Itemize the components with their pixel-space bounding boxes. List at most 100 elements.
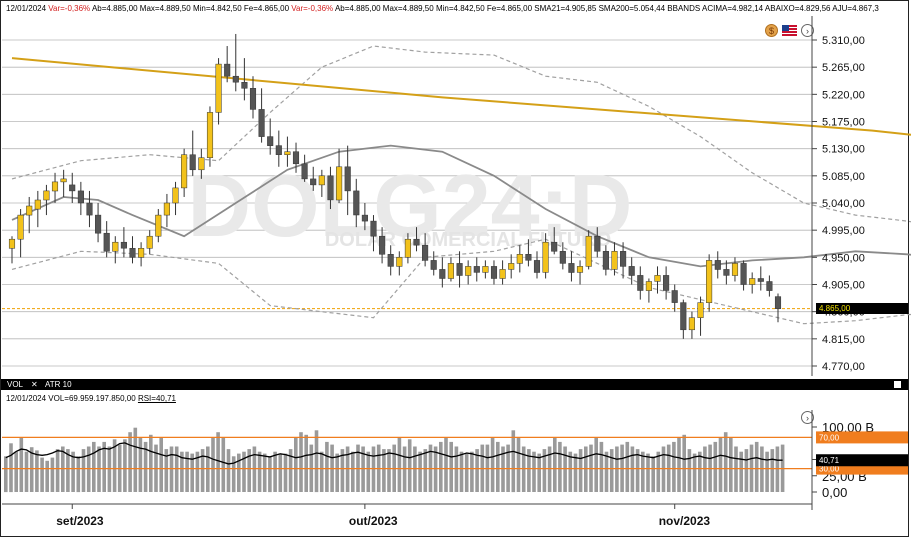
volume-bar — [4, 456, 8, 493]
volume-bar — [454, 446, 459, 492]
candle-body — [473, 266, 480, 273]
candle-body — [525, 254, 532, 261]
date-tick-label: nov/2023 — [659, 514, 711, 528]
candle-body — [155, 214, 162, 237]
candle-body — [611, 251, 618, 270]
close-tab-icon[interactable]: ✕ — [31, 380, 38, 389]
info-sma200: SMA200=5.054,44 — [598, 4, 666, 13]
candle-body — [292, 151, 300, 165]
candle-body — [663, 275, 670, 291]
candle-body — [370, 220, 377, 237]
us-flag-icon[interactable] — [782, 25, 797, 36]
candle-body — [654, 275, 661, 282]
watermark-symbol: DOLG24:D — [188, 156, 633, 255]
volume-bar — [418, 451, 422, 492]
candle-body — [129, 248, 136, 258]
candle-body — [198, 157, 205, 171]
volume-bar — [729, 437, 733, 492]
volume-bar — [760, 446, 764, 492]
volume-bar — [216, 432, 220, 492]
tab-vol[interactable]: VOL — [7, 380, 24, 389]
rsi-level-low-tag: 30,00 — [819, 465, 840, 474]
price-tick-label: 4.995,00 — [822, 225, 865, 237]
volume-bar — [71, 451, 75, 492]
volume-bar — [180, 451, 184, 492]
price-tick-label: 5.265,00 — [822, 62, 865, 74]
candle-body — [138, 248, 145, 258]
price-tick-label: 4.770,00 — [822, 361, 865, 373]
volume-bar — [542, 449, 547, 492]
candle-body — [585, 235, 592, 267]
volume-bar — [490, 437, 495, 492]
candle-body — [568, 263, 575, 273]
volume-bar — [527, 449, 531, 492]
info-sma21: SMA21=4.905,85 — [534, 4, 597, 13]
volume-bar — [718, 437, 723, 492]
candle-body — [490, 266, 498, 279]
volume-bar — [449, 441, 453, 492]
volume-tick-label: 100,00 B — [822, 420, 874, 435]
bband-upper-line — [11, 45, 911, 223]
candle-body — [533, 260, 541, 273]
candle-body — [353, 190, 360, 216]
candle-body — [215, 63, 222, 113]
volume-bar — [698, 451, 702, 492]
chevron-right-icon[interactable]: › — [801, 411, 814, 424]
volume-bar — [133, 427, 138, 492]
price-tick-label: 4.950,00 — [822, 252, 865, 264]
volume-bar — [81, 449, 86, 492]
candle-body — [112, 241, 119, 252]
candle-body — [671, 290, 678, 303]
volume-bar — [169, 446, 174, 492]
info-var-2: Var=-0,36% — [291, 4, 334, 13]
candle-body — [447, 263, 454, 279]
info-abaixo: ABAIXO=4.829,56 — [764, 4, 831, 13]
candle-body — [723, 269, 730, 276]
volume-bar — [123, 439, 127, 492]
volume-bar — [92, 441, 96, 492]
volume-bar — [231, 456, 236, 493]
candle-body — [422, 245, 429, 261]
volume-bar — [770, 449, 775, 492]
price-chart[interactable]: DOLG24:D DOLAR COMERCIAL FUTURO 5.310,00… — [0, 16, 911, 376]
volume-bar — [35, 450, 39, 492]
volume-chart[interactable]: 100,00 B50,00 B25,00 B0,0070,0030,0040,7… — [0, 410, 911, 538]
volume-bar — [262, 453, 267, 492]
volume-bar — [76, 456, 81, 493]
volume-bar — [371, 446, 376, 492]
candle-body — [51, 181, 59, 192]
volume-bar — [382, 449, 386, 492]
candle-body — [637, 275, 644, 291]
volume-bar — [734, 446, 738, 492]
tab-atr[interactable]: ATR 10 — [45, 380, 72, 389]
maximize-icon[interactable] — [894, 381, 901, 388]
volume-bar — [444, 437, 448, 492]
volume-bar — [268, 456, 272, 493]
volume-bar — [470, 451, 474, 492]
volume-bar — [40, 457, 44, 492]
price-tick-label: 4.905,00 — [822, 280, 865, 292]
chevron-right-icon[interactable]: › — [801, 24, 814, 37]
candle-body — [620, 251, 627, 267]
volume-bar — [609, 449, 614, 492]
volume-bar — [459, 451, 464, 492]
volume-bar — [24, 451, 29, 492]
bollinger-bands — [11, 45, 911, 325]
candle-body — [249, 88, 257, 110]
info-max-2: Max=4.889,50 — [382, 4, 434, 13]
coin-icon[interactable]: $ — [765, 24, 778, 37]
price-axis: 5.310,00 5.265,00 5.220,00 5.175,00 5.130,00… — [811, 16, 865, 376]
volume-bar — [423, 449, 428, 492]
candle-body — [86, 202, 93, 216]
volume-bar — [237, 453, 241, 492]
candle-body — [731, 263, 739, 276]
volume-bar — [496, 441, 500, 492]
candle-body — [232, 75, 239, 83]
volume-bar — [439, 441, 443, 492]
volume-bar — [206, 446, 210, 492]
candle-body — [310, 178, 317, 186]
volume-bar — [314, 430, 319, 493]
info-max: Max=4.889,50 — [139, 4, 191, 13]
volume-bar — [563, 446, 567, 492]
